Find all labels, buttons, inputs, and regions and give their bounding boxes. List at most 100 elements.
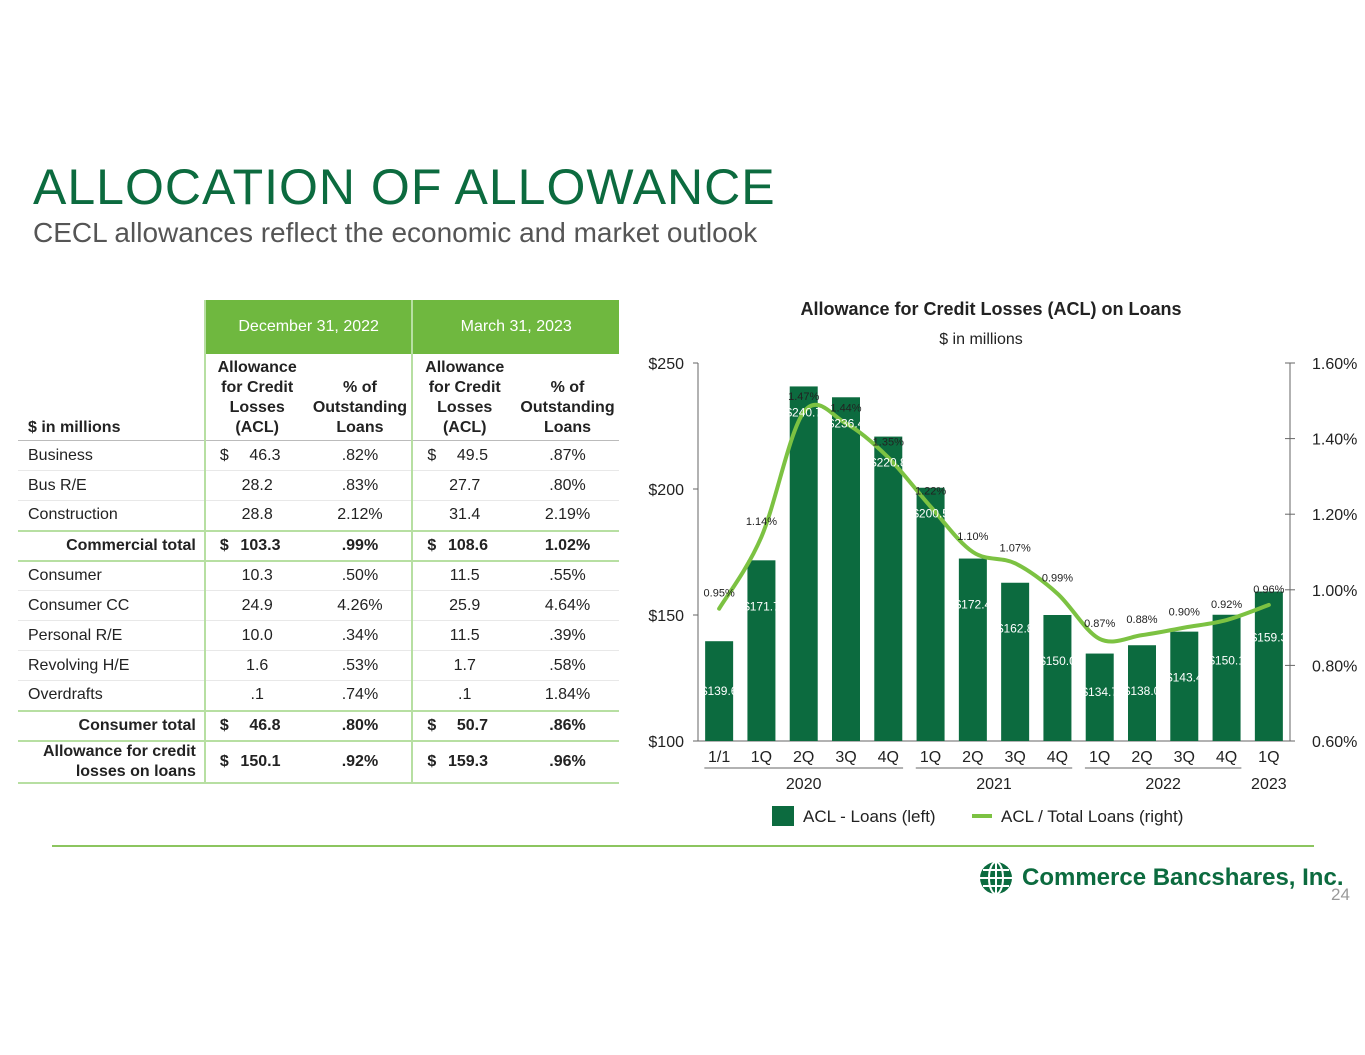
cell-mar-acl: $159.3 — [411, 740, 517, 784]
table-row: Consumer 10.3.50% 11.5.55% — [18, 560, 619, 591]
cell-dec-acl: 28.2 — [203, 470, 309, 501]
cell-dec-pct: 2.12% — [308, 500, 413, 531]
x-tick-label: 4Q — [1216, 749, 1237, 766]
line-value-label: 0.99% — [1042, 573, 1073, 585]
cell-value: 103.3 — [240, 536, 281, 554]
footer-divider — [52, 845, 1314, 847]
acl-bar — [832, 397, 860, 741]
currency-symbol: $ — [427, 752, 437, 770]
cell-dec-acl: 1.6 — [203, 650, 309, 681]
logo-text: Commerce Bancshares, Inc. — [1022, 864, 1344, 891]
line-value-label: 1.22% — [915, 486, 946, 498]
line-value-label: 0.88% — [1126, 614, 1157, 626]
line-value-label: 0.95% — [704, 588, 735, 600]
cell-mar-pct: .87% — [516, 440, 619, 471]
acl-bar — [1212, 614, 1241, 741]
cell-dec-pct: .99% — [308, 529, 413, 562]
cell-value: 49.5 — [456, 446, 489, 464]
cell-mar-acl: $108.6 — [411, 529, 517, 562]
year-label: 2020 — [786, 776, 822, 793]
row-label: Allowance for credit losses on loans — [18, 740, 205, 784]
table-row: Construction 28.8 2.12% 31.4 2.19% — [18, 500, 619, 531]
acl-bar — [789, 386, 818, 741]
page-title: ALLOCATION OF ALLOWANCE — [33, 159, 776, 215]
table-body: Business $46.3.82% $49.5.87% Bus R/E 28.2.83… — [18, 440, 619, 784]
year-label: 2021 — [976, 776, 1012, 793]
cell-dec-pct: .92% — [308, 740, 413, 784]
currency-symbol: $ — [427, 446, 437, 464]
line-value-label: 0.87% — [1084, 618, 1115, 630]
cell-mar-pct: .39% — [516, 620, 619, 651]
bar-value-label: $171.7 — [743, 599, 780, 613]
cell-mar-pct: 1.84% — [516, 680, 619, 711]
cell-dec-acl: 24.9 — [203, 590, 309, 621]
table-row: Revolving H/E 1.6.53% 1.7.58% — [18, 650, 619, 681]
cell-value: 46.3 — [249, 446, 281, 464]
bar-value-label: $220.8 — [870, 456, 907, 470]
cell-mar-acl: 25.9 — [411, 590, 517, 621]
row-label: Revolving H/E — [18, 650, 205, 681]
acl-bar — [1001, 582, 1030, 741]
x-tick-label: 2Q — [793, 749, 814, 766]
currency-symbol: $ — [219, 716, 229, 734]
cell-mar-pct: 2.19% — [516, 500, 619, 531]
row-label: Construction — [18, 500, 205, 531]
line-value-label: 1.44% — [830, 402, 861, 414]
cell-dec-acl: 28.8 — [203, 500, 309, 531]
row-label: Consumer CC — [18, 590, 205, 621]
acl-bar — [874, 436, 903, 741]
table-total-row: Commercial total $103.3.99% $108.6 1.02% — [18, 529, 619, 562]
y-right-tick-label: 1.60% — [1312, 356, 1357, 373]
cell-value: 150.1 — [240, 752, 281, 770]
line-value-label: 1.07% — [1000, 542, 1031, 554]
cell-dec-acl: $103.3 — [203, 529, 309, 562]
row-label: Business — [18, 440, 205, 471]
acl-bar — [747, 560, 776, 741]
legend-line-label: ACL / Total Loans (right) — [1001, 807, 1183, 826]
x-tick-label: 1Q — [920, 749, 941, 766]
line-value-label: 1.35% — [873, 437, 904, 449]
bar-value-label: $200.5 — [912, 507, 949, 521]
col-acl-mar: Allowance for Credit Losses (ACL) — [411, 354, 517, 441]
row-label: Consumer total — [18, 709, 205, 742]
cell-mar-pct: 4.64% — [516, 590, 619, 621]
x-tick-label: 3Q — [1174, 749, 1195, 766]
acl-bar — [916, 487, 945, 741]
acl-bar — [958, 558, 987, 741]
line-value-label: 0.90% — [1169, 607, 1200, 619]
row-label: Commercial total — [18, 529, 205, 562]
table-row: Consumer CC 24.9 4.26% 25.9 4.64% — [18, 590, 619, 621]
y-right-tick-label: 1.00% — [1312, 583, 1357, 600]
cell-mar-pct: .58% — [516, 650, 619, 681]
currency-symbol: $ — [427, 536, 437, 554]
table-row: Overdrafts .1.74% .1 1.84% — [18, 680, 619, 711]
cell-dec-pct: .50% — [308, 560, 413, 591]
bar-value-label: $236.4 — [828, 416, 865, 430]
cell-dec-pct: .82% — [308, 440, 413, 471]
cell-dec-acl: $46.8 — [203, 709, 309, 742]
row-label: Personal R/E — [18, 620, 205, 651]
x-tick-label: 1/1 — [708, 749, 730, 766]
cell-dec-pct: .53% — [308, 650, 413, 681]
x-tick-label: 3Q — [835, 749, 856, 766]
currency-symbol: $ — [219, 752, 229, 770]
y-right-tick-label: 1.40% — [1312, 432, 1357, 449]
bar-value-label: $159.3 — [1251, 631, 1288, 645]
line-value-label: 1.47% — [788, 391, 819, 403]
allowance-table: December 31, 2022 March 31, 2023 $ in mi… — [18, 300, 619, 784]
acl-ratio-line — [717, 403, 1271, 644]
cell-mar-acl: 27.7 — [411, 470, 517, 501]
cell-mar-pct: .80% — [516, 470, 619, 501]
x-tick-label: 2Q — [1131, 749, 1152, 766]
acl-chart: Allowance for Credit Losses (ACL) on Loa… — [648, 299, 1357, 826]
acl-bar — [1170, 631, 1199, 741]
cell-dec-pct: 4.26% — [308, 590, 413, 621]
cell-dec-pct: .74% — [308, 680, 413, 711]
x-tick-label: 2Q — [962, 749, 983, 766]
group-dec-2022: December 31, 2022 — [203, 300, 413, 354]
currency-symbol: $ — [219, 446, 229, 464]
col-pct-dec: % of Outstanding Loans — [308, 354, 413, 441]
x-tick-label: 1Q — [1258, 749, 1279, 766]
legend-bar-swatch — [772, 806, 794, 826]
cell-dec-acl: 10.0 — [203, 620, 309, 651]
